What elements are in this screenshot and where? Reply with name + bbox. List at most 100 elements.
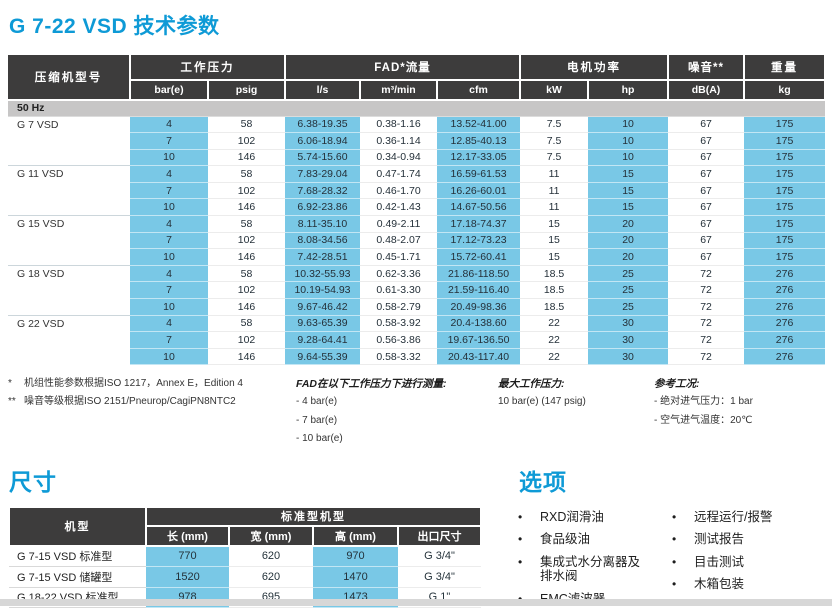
cell-cfm: 16.26-60.01 bbox=[437, 182, 521, 200]
cell-hp: 20 bbox=[588, 248, 669, 266]
model-cell: G 15 VSD bbox=[8, 215, 130, 266]
option-item: • 食品级油 bbox=[518, 532, 672, 547]
cell-bar-e: 7 bbox=[130, 182, 208, 200]
option-label: 木箱包装 bbox=[694, 577, 745, 592]
cell-psig: 58 bbox=[208, 116, 285, 134]
cell-hp: 30 bbox=[588, 348, 669, 366]
col-subheader-dba: dB(A) bbox=[667, 79, 746, 101]
frequency-band-label: 50 Hz bbox=[8, 100, 826, 117]
cell-psig: 102 bbox=[208, 331, 285, 349]
cell-m3min: 0.34-0.94 bbox=[360, 149, 437, 167]
cell-ls: 5.74-15.60 bbox=[285, 149, 360, 167]
cell-ls: 8.11-35.10 bbox=[285, 215, 360, 233]
options-column-1: • RXD润滑油 • 食品级油 • 集成式水分离器及排水阀 • EMC滤波器 bbox=[518, 510, 672, 614]
cell-dba: 72 bbox=[668, 281, 745, 300]
cell-psig: 102 bbox=[208, 132, 285, 150]
dim-outlet-cell: G 3/4" bbox=[398, 545, 481, 567]
cell-hp: 10 bbox=[588, 116, 669, 134]
cell-hp: 20 bbox=[588, 215, 669, 233]
cell-dba: 67 bbox=[668, 198, 745, 217]
cell-dba: 72 bbox=[668, 315, 745, 333]
table-row: G 22 VSD 4 58 9.63-65.39 0.58-3.92 20.4-… bbox=[8, 314, 826, 365]
cell-m3min: 0.49-2.11 bbox=[360, 215, 437, 233]
cell-cfm: 20.4-138.60 bbox=[437, 315, 521, 333]
model-cell: G 22 VSD bbox=[8, 314, 130, 365]
table-row: 10 146 9.64-55.39 0.58-3.32 20.43-117.40… bbox=[8, 348, 826, 366]
cell-psig: 102 bbox=[208, 281, 285, 300]
cell-kg: 175 bbox=[744, 149, 826, 167]
cell-psig: 146 bbox=[208, 298, 285, 316]
footnote-1: * 机组性能参数根据ISO 1217，Annex E，Edition 4 bbox=[8, 375, 296, 393]
cell-kw: 18.5 bbox=[520, 265, 589, 283]
cell-kg: 276 bbox=[744, 298, 826, 316]
bullet-icon: • bbox=[672, 554, 677, 569]
bullet-icon: • bbox=[518, 509, 523, 524]
model-cell: G 11 VSD bbox=[8, 165, 130, 216]
dim-outlet-cell: G 3/4" bbox=[398, 566, 481, 588]
options-section: 选项 • RXD润滑油 • 食品级油 • 集成式水分离器及排水阀 bbox=[518, 453, 825, 614]
cell-kg: 175 bbox=[744, 198, 826, 217]
bottom-section: 尺寸 机型 标准型机型 长 (mm) 宽 (mm) 高 (mm) 出口尺寸 bbox=[8, 453, 825, 614]
cell-dba: 67 bbox=[668, 116, 745, 134]
ref-conditions-heading: 参考工况: bbox=[654, 378, 700, 391]
cell-m3min: 0.56-3.86 bbox=[360, 331, 437, 349]
max-pressure-value: 10 bar(e) (147 psig) bbox=[498, 396, 586, 408]
cell-psig: 146 bbox=[208, 248, 285, 266]
bullet-icon: • bbox=[518, 554, 523, 569]
table-row: G 15 VSD 4 58 8.11-35.10 0.49-2.11 17.18… bbox=[8, 215, 826, 266]
table-row: 10 146 5.74-15.60 0.34-0.94 12.17-33.05 … bbox=[8, 149, 826, 167]
col-subheader-ls: l/s bbox=[284, 79, 361, 101]
cell-m3min: 0.46-1.70 bbox=[360, 182, 437, 200]
dim-height-cell: 970 bbox=[313, 545, 398, 567]
cell-kw: 15 bbox=[520, 232, 589, 250]
frequency-band-row: 50 Hz bbox=[8, 100, 826, 117]
cell-bar-e: 4 bbox=[130, 315, 208, 333]
footnote-1-text: 机组性能参数根据ISO 1217，Annex E，Edition 4 bbox=[24, 378, 243, 390]
cell-hp: 15 bbox=[588, 165, 669, 183]
cell-m3min: 0.61-3.30 bbox=[360, 281, 437, 300]
col-subheader-psig: psig bbox=[207, 79, 286, 101]
option-item: • 目击测试 bbox=[672, 555, 772, 570]
dimensions-table: 机型 标准型机型 长 (mm) 宽 (mm) 高 (mm) 出口尺寸 G 7-1… bbox=[8, 505, 482, 609]
cell-hp: 30 bbox=[588, 331, 669, 349]
cell-bar-e: 10 bbox=[130, 248, 208, 266]
dim-col-length: 长 (mm) bbox=[145, 524, 230, 547]
cell-cfm: 14.67-50.56 bbox=[437, 198, 521, 217]
option-item: • 远程运行/报警 bbox=[672, 510, 772, 525]
cell-dba: 67 bbox=[668, 215, 745, 233]
cell-kw: 11 bbox=[520, 198, 589, 217]
table-row: 7 102 8.08-34.56 0.48-2.07 17.12-73.23 1… bbox=[8, 232, 826, 250]
cell-hp: 25 bbox=[588, 298, 669, 316]
cell-cfm: 17.18-74.37 bbox=[437, 215, 521, 233]
cell-kg: 276 bbox=[744, 315, 826, 333]
ref-condition-item: - 空气进气温度：20℃ bbox=[654, 414, 753, 426]
cell-kg: 175 bbox=[744, 232, 826, 250]
footnote-2: ** 噪音等级根据ISO 2151/Pneurop/CagiPN8NTC2 bbox=[8, 393, 296, 411]
cell-cfm: 20.49-98.36 bbox=[437, 298, 521, 316]
bullet-icon: • bbox=[518, 532, 523, 547]
cell-psig: 58 bbox=[208, 265, 285, 283]
cell-m3min: 0.36-1.14 bbox=[360, 132, 437, 150]
cell-bar-e: 10 bbox=[130, 149, 208, 167]
table-row: G 18 VSD 4 58 10.32-55.93 0.62-3.36 21.8… bbox=[8, 264, 826, 316]
cell-dba: 72 bbox=[668, 265, 745, 283]
cell-kg: 276 bbox=[744, 331, 826, 349]
col-group-model: 压缩机型号 bbox=[8, 53, 131, 101]
option-label: 测试报告 bbox=[694, 532, 745, 547]
cell-bar-e: 4 bbox=[130, 165, 208, 183]
table-row: G 7-15 VSD 标准型 770 620 970 G 3/4" bbox=[9, 545, 481, 567]
cell-psig: 102 bbox=[208, 182, 285, 200]
cell-ls: 6.38-19.35 bbox=[285, 116, 360, 134]
table-row: G 7 VSD 4 58 6.38-19.35 0.38-1.16 13.52-… bbox=[8, 116, 826, 166]
cell-cfm: 20.43-117.40 bbox=[437, 348, 521, 366]
cell-bar-e: 7 bbox=[130, 331, 208, 349]
cell-psig: 146 bbox=[208, 149, 285, 167]
cell-dba: 67 bbox=[668, 232, 745, 250]
footnote-2-marker: ** bbox=[8, 396, 16, 408]
reference-conditions-column: 参考工况: - 绝对进气压力：1 bar - 空气进气温度：20℃ bbox=[654, 375, 825, 449]
cell-dba: 67 bbox=[668, 248, 745, 266]
cell-kg: 175 bbox=[744, 215, 826, 233]
table-row: 10 146 9.67-46.42 0.58-2.79 20.49-98.36 … bbox=[8, 298, 826, 316]
table-row: 10 146 6.92-23.86 0.42-1.43 14.67-50.56 … bbox=[8, 198, 826, 217]
